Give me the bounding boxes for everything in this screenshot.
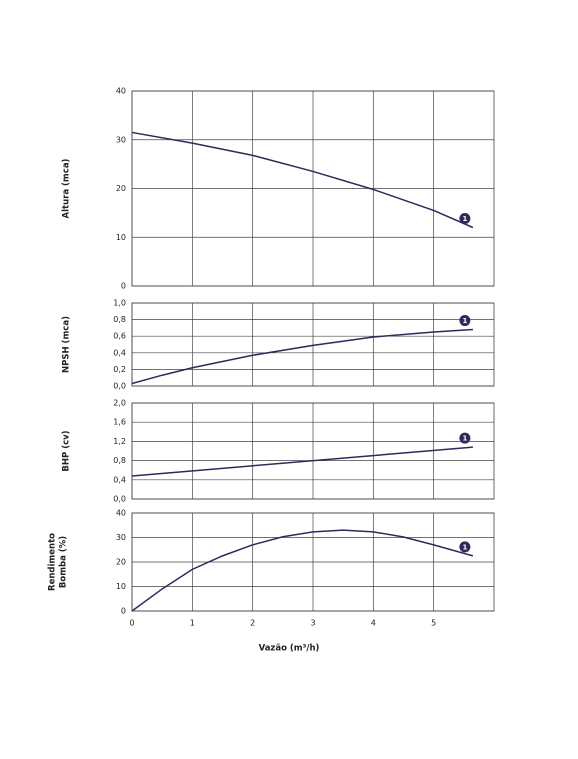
y-tick-label: 0 — [121, 282, 126, 291]
y-tick-label: 0,6 — [113, 332, 126, 341]
x-tick-label: 2 — [250, 619, 255, 628]
y-tick-label: 0,4 — [113, 348, 126, 357]
curve — [131, 446, 473, 477]
x-axis-label: Vazão (m³/h) — [259, 644, 320, 654]
x-tick-label: 0 — [129, 619, 134, 628]
y-tick-label: 40 — [116, 87, 126, 96]
x-tick-label: 3 — [310, 619, 315, 628]
y-tick-label: 0,8 — [113, 456, 126, 465]
y-tick-label: 0,8 — [113, 315, 126, 324]
y-tick-label: 1,6 — [113, 418, 126, 427]
y-tick-label: 0,4 — [113, 475, 126, 484]
curve-badge — [459, 432, 471, 444]
y-tick-label: 0,0 — [113, 382, 126, 391]
y-axis-label: Rendimento — [48, 533, 58, 591]
curve — [131, 529, 474, 612]
x-tick-label: 4 — [371, 619, 376, 628]
curve-label: 1 — [462, 215, 467, 223]
y-axis-label: NPSH (mca) — [62, 316, 72, 373]
x-tick-label: 5 — [431, 619, 436, 628]
curve-label: 1 — [462, 543, 467, 551]
y-axis-label: Altura (mca) — [62, 158, 72, 218]
y-tick-label: 1,0 — [113, 299, 126, 308]
y-tick-label: 10 — [116, 582, 126, 591]
y-tick-label: 0 — [121, 607, 126, 616]
curve — [131, 131, 474, 229]
y-tick-label: 10 — [116, 233, 126, 242]
y-tick-label: 0,0 — [113, 495, 126, 504]
y-tick-label: 0,2 — [113, 365, 126, 374]
curve-badge — [459, 541, 471, 553]
curve-badge — [459, 213, 471, 224]
y-tick-label: 20 — [116, 184, 126, 193]
y-axis-label: Bomba (%) — [59, 536, 69, 588]
curve-label: 1 — [462, 317, 467, 325]
curve-badge — [459, 315, 471, 327]
y-tick-label: 2,0 — [113, 399, 126, 408]
y-axis-label: BHP (cv) — [62, 430, 72, 471]
y-tick-label: 40 — [116, 509, 126, 518]
x-tick-label: 1 — [190, 619, 195, 628]
curve-label: 1 — [462, 435, 467, 443]
y-tick-label: 30 — [116, 135, 126, 144]
y-tick-label: 20 — [116, 558, 126, 567]
y-tick-label: 1,2 — [113, 437, 126, 446]
curve — [131, 328, 473, 385]
y-tick-label: 30 — [116, 533, 126, 542]
